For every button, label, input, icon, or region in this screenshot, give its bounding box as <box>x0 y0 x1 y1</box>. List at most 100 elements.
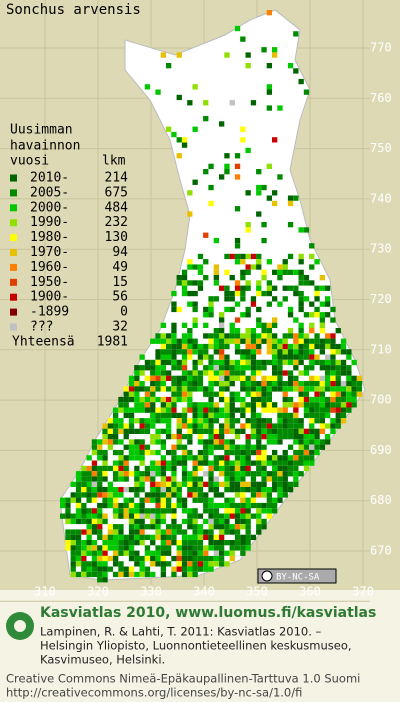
cell <box>176 550 182 556</box>
cell <box>298 354 304 360</box>
cell <box>234 301 241 307</box>
cell <box>261 407 267 413</box>
cell <box>155 465 161 472</box>
cell <box>65 534 71 540</box>
cell <box>256 465 262 472</box>
cell <box>197 412 204 419</box>
cell <box>229 476 235 482</box>
cell <box>166 561 172 567</box>
cell <box>224 269 230 275</box>
cell <box>213 508 219 514</box>
cell <box>197 349 204 355</box>
cell <box>139 487 145 493</box>
cell <box>176 137 182 143</box>
cell <box>261 524 267 530</box>
cell <box>261 428 267 434</box>
cell <box>346 365 352 371</box>
cell <box>97 465 103 472</box>
cell <box>123 396 129 403</box>
cell <box>256 524 262 530</box>
cell <box>118 566 124 572</box>
cell <box>234 259 241 265</box>
cell <box>160 375 166 381</box>
cell <box>123 386 129 392</box>
cell <box>155 460 161 466</box>
cell <box>107 540 113 546</box>
cell <box>187 386 193 392</box>
cell <box>86 566 92 572</box>
cell <box>261 338 267 344</box>
cell <box>144 465 151 472</box>
cell <box>261 444 267 450</box>
cell <box>229 381 235 387</box>
cell <box>181 460 188 466</box>
cell <box>134 561 140 567</box>
cell <box>351 386 357 392</box>
cell <box>150 534 156 540</box>
cell <box>335 407 341 413</box>
cell <box>139 396 145 403</box>
cell <box>192 508 198 514</box>
cell <box>298 423 304 429</box>
cell <box>319 301 325 307</box>
cell <box>256 338 262 344</box>
cell <box>181 571 188 578</box>
cell <box>155 534 161 540</box>
cell <box>261 476 267 482</box>
cell <box>181 418 188 424</box>
cell <box>224 460 230 466</box>
cell <box>176 306 182 313</box>
cell <box>261 465 267 472</box>
cell <box>134 518 140 525</box>
cell <box>319 285 325 291</box>
cell <box>160 476 166 482</box>
cell <box>219 471 225 477</box>
cell <box>213 465 219 472</box>
cell <box>261 381 267 387</box>
cell <box>309 375 315 381</box>
cell <box>303 227 310 233</box>
cell <box>197 359 204 366</box>
cell <box>309 359 315 366</box>
license: Creative Commons Nimeä-Epäkaupallinen-Ta… <box>6 672 360 686</box>
cell <box>303 338 310 344</box>
cell <box>293 381 299 387</box>
cell <box>192 423 198 429</box>
cell <box>171 540 177 546</box>
cell <box>181 412 188 419</box>
cell <box>118 428 124 434</box>
cell <box>346 375 352 381</box>
cell <box>118 455 124 461</box>
cell <box>171 306 177 313</box>
cell <box>70 561 76 567</box>
cell <box>134 455 140 461</box>
cell <box>224 540 230 546</box>
cell <box>118 418 124 424</box>
cell <box>293 471 299 477</box>
legend-count: 56 <box>112 290 128 305</box>
cell <box>282 285 288 291</box>
cell <box>240 465 246 472</box>
cell <box>245 418 251 424</box>
cell <box>266 407 272 413</box>
cell <box>325 407 331 413</box>
cell <box>86 524 92 530</box>
legend-label: 2010- <box>30 171 69 186</box>
cell <box>118 502 124 509</box>
cell <box>192 534 198 540</box>
cell <box>340 386 347 392</box>
cell <box>314 434 320 440</box>
cell <box>65 545 71 551</box>
cell <box>261 333 267 339</box>
cell <box>319 412 325 419</box>
cell <box>240 412 246 419</box>
cell <box>70 550 76 556</box>
cell <box>75 492 82 498</box>
cell <box>277 269 283 275</box>
cell <box>335 370 341 376</box>
cell <box>245 439 251 445</box>
cell <box>150 439 156 445</box>
cell <box>287 343 294 350</box>
cell <box>261 47 267 53</box>
cell <box>298 434 304 440</box>
